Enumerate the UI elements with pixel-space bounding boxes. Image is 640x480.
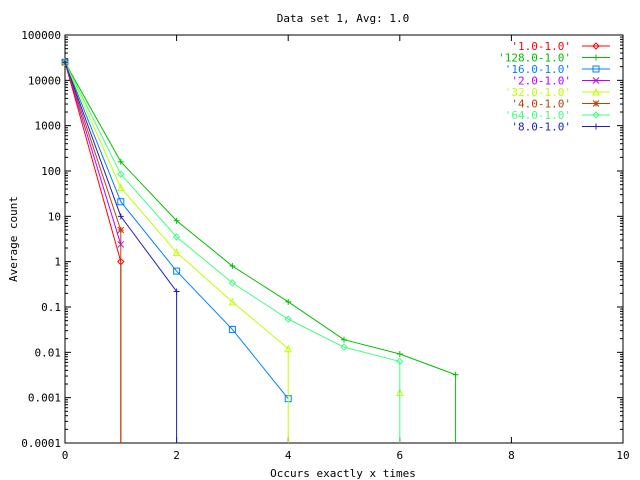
legend-item: '4.0-1.0' bbox=[511, 98, 610, 111]
series-1_01_0 bbox=[61, 58, 125, 443]
data-point bbox=[228, 297, 237, 306]
data-point bbox=[396, 357, 404, 366]
x-tick-label: 6 bbox=[396, 449, 403, 462]
series-line bbox=[64, 62, 122, 245]
series-4_01_0 bbox=[61, 58, 125, 443]
legend-label: '8.0-1.0' bbox=[511, 121, 571, 134]
legend-label: '32.0-1.0' bbox=[505, 86, 571, 99]
data-point bbox=[116, 183, 125, 192]
legend-label: '128.0-1.0' bbox=[498, 52, 571, 65]
data-point bbox=[117, 226, 125, 234]
data-point bbox=[173, 267, 181, 275]
legend-label: '2.0-1.0' bbox=[511, 75, 571, 88]
legend-item: '16.0-1.0' bbox=[505, 63, 610, 76]
data-point bbox=[173, 288, 180, 295]
data-point bbox=[62, 59, 68, 66]
x-axis-label: Occurs exactly x times bbox=[270, 467, 416, 480]
data-point bbox=[117, 170, 125, 178]
y-tick-label: 1000 bbox=[35, 120, 62, 133]
y-tick-label: 1 bbox=[54, 256, 61, 269]
data-point bbox=[592, 77, 600, 84]
data-point bbox=[592, 111, 600, 119]
data-point bbox=[173, 217, 180, 224]
data-point bbox=[592, 42, 600, 50]
data-point bbox=[592, 87, 600, 96]
data-point bbox=[285, 298, 292, 305]
data-point bbox=[61, 58, 69, 67]
y-tick-label: 0.1 bbox=[41, 301, 61, 314]
legend-label: '4.0-1.0' bbox=[511, 98, 571, 111]
series-64_01_0 bbox=[61, 58, 404, 443]
legend-label: '64.0-1.0' bbox=[505, 109, 571, 122]
y-tick-label: 10000 bbox=[28, 74, 61, 87]
legend-item: '128.0-1.0' bbox=[498, 52, 610, 65]
chart-title: Data set 1, Avg: 1.0 bbox=[277, 12, 409, 25]
data-point bbox=[117, 198, 125, 206]
data-point bbox=[593, 54, 599, 61]
series-line bbox=[64, 62, 289, 399]
data-point bbox=[592, 100, 600, 107]
data-point bbox=[228, 279, 237, 287]
series-2_01_0 bbox=[61, 58, 125, 248]
data-point bbox=[229, 263, 236, 270]
series-32_01_0 bbox=[61, 58, 404, 443]
y-tick-label: 0.01 bbox=[35, 346, 62, 359]
data-point bbox=[592, 65, 600, 73]
data-point bbox=[228, 325, 236, 333]
y-tick-label: 10 bbox=[48, 210, 61, 223]
data-point bbox=[396, 350, 403, 357]
legend-item: '8.0-1.0' bbox=[511, 121, 610, 134]
legend-label: '1.0-1.0' bbox=[511, 40, 571, 53]
y-axis-label: Average count bbox=[7, 196, 20, 282]
x-tick-label: 2 bbox=[173, 449, 180, 462]
data-point bbox=[117, 158, 124, 165]
legend-item: '32.0-1.0' bbox=[505, 86, 610, 99]
series-line bbox=[64, 62, 122, 231]
legend-item: '64.0-1.0' bbox=[505, 109, 610, 122]
series-8_01_0 bbox=[62, 59, 180, 443]
legend-item: '1.0-1.0' bbox=[511, 40, 610, 53]
data-point bbox=[593, 123, 599, 130]
series-line bbox=[64, 62, 456, 376]
series-line bbox=[64, 62, 400, 362]
data-point bbox=[284, 344, 293, 353]
y-tick-label: 100 bbox=[41, 165, 61, 178]
legend-label: '16.0-1.0' bbox=[505, 63, 571, 76]
data-point bbox=[172, 248, 181, 256]
y-tick-label: 0.001 bbox=[28, 392, 61, 405]
y-tick-label: 0.0001 bbox=[21, 437, 61, 450]
legend-item: '2.0-1.0' bbox=[511, 75, 610, 88]
x-tick-label: 10 bbox=[616, 449, 629, 462]
data-point bbox=[340, 343, 348, 351]
plot-frame bbox=[64, 34, 624, 444]
x-tick-label: 8 bbox=[508, 449, 515, 462]
x-tick-label: 4 bbox=[285, 449, 292, 462]
data-point bbox=[341, 336, 347, 343]
data-point bbox=[284, 315, 292, 323]
series-line bbox=[64, 62, 289, 350]
series-128_01_0 bbox=[62, 59, 459, 443]
x-tick-label: 0 bbox=[62, 449, 69, 462]
y-tick-label: 100000 bbox=[21, 29, 61, 42]
data-point bbox=[452, 371, 459, 378]
data-point bbox=[172, 233, 181, 241]
series-line bbox=[64, 62, 122, 262]
data-point bbox=[117, 213, 124, 220]
